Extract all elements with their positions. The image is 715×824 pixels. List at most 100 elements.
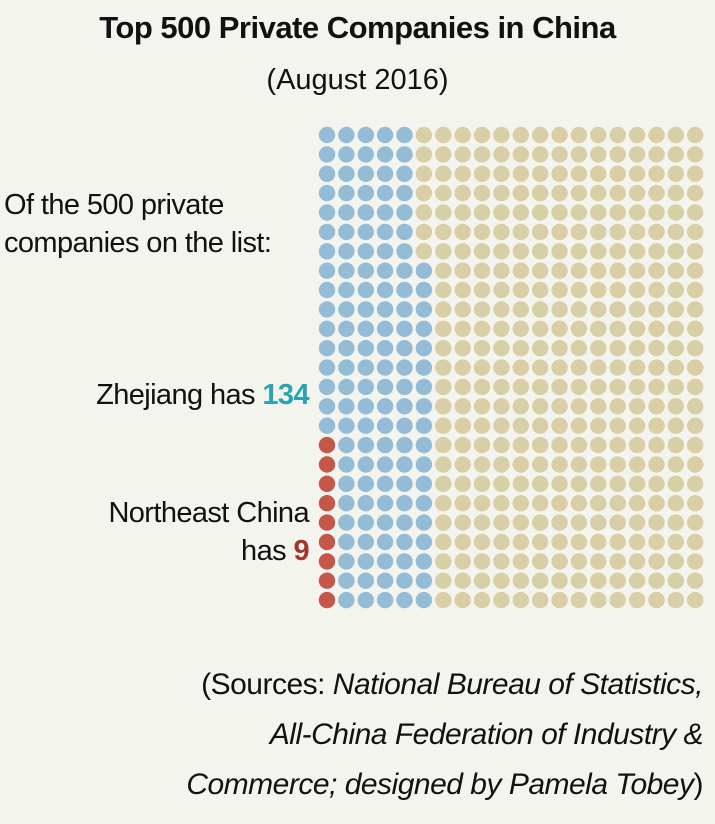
dot-other	[473, 146, 491, 163]
dot-other	[551, 436, 568, 454]
dot-other	[454, 262, 471, 279]
dot-other	[435, 572, 452, 589]
dot-zhejiang	[318, 301, 336, 318]
dot-other	[609, 359, 626, 376]
dot-other	[532, 591, 549, 609]
dot-other	[454, 475, 471, 492]
dot-other	[628, 514, 646, 531]
dot-zhejiang	[396, 262, 413, 279]
dot-other	[648, 417, 665, 434]
dot-other	[454, 553, 471, 570]
dot-other	[687, 340, 704, 357]
dot-other	[415, 146, 433, 163]
dot-other	[687, 223, 704, 241]
dot-other	[435, 436, 452, 454]
dot-other	[473, 165, 491, 182]
dot-other	[648, 495, 665, 512]
dot-zhejiang	[338, 378, 355, 396]
dot-zhejiang	[318, 165, 336, 182]
dot-other	[609, 456, 626, 473]
dot-other	[570, 340, 588, 357]
dot-other	[687, 204, 704, 221]
dot-other	[667, 495, 684, 512]
dot-zhejiang	[318, 223, 336, 241]
dot-other	[570, 436, 588, 454]
dot-other	[512, 436, 529, 454]
dot-zhejiang	[357, 359, 374, 376]
dot-other	[628, 204, 646, 221]
dot-other	[512, 204, 529, 221]
dot-other	[532, 456, 549, 473]
dot-other	[667, 456, 684, 473]
dot-other	[570, 514, 588, 531]
sources-italic-1: National Bureau of Statistics,	[332, 668, 704, 701]
dot-other	[551, 359, 568, 376]
dot-other	[667, 572, 684, 589]
northeast-label: Northeast China has 9	[108, 494, 309, 570]
dot-other	[609, 223, 626, 241]
dot-other	[590, 533, 607, 551]
dot-other	[628, 126, 646, 144]
dot-other	[648, 436, 665, 454]
dot-other	[435, 475, 452, 492]
dot-other	[551, 398, 568, 415]
dot-zhejiang	[396, 436, 413, 454]
dot-other	[551, 126, 568, 144]
dot-zhejiang	[415, 417, 433, 434]
dot-other	[532, 475, 549, 492]
dot-other	[590, 436, 607, 454]
dot-other	[570, 398, 588, 415]
dot-other	[570, 359, 588, 376]
dot-other	[512, 262, 529, 279]
dot-other	[551, 514, 568, 531]
dot-other	[609, 165, 626, 182]
dot-other	[454, 514, 471, 531]
dot-other	[512, 340, 529, 357]
dot-other	[435, 126, 452, 144]
dot-other	[570, 146, 588, 163]
dot-zhejiang	[415, 301, 433, 318]
dot-other	[570, 281, 588, 299]
northeast-label-line-1: Northeast China	[108, 497, 309, 529]
dot-other	[609, 533, 626, 551]
dot-other	[532, 262, 549, 279]
dot-zhejiang	[376, 436, 394, 454]
dot-other	[687, 359, 704, 376]
dot-other	[628, 165, 646, 182]
dot-other	[512, 495, 529, 512]
dot-other	[590, 417, 607, 434]
dot-zhejiang	[318, 359, 336, 376]
dot-other	[551, 223, 568, 241]
dot-other	[609, 320, 626, 337]
dot-other	[667, 514, 684, 531]
dot-zhejiang	[376, 320, 394, 337]
dot-zhejiang	[357, 456, 374, 473]
dot-other	[551, 591, 568, 609]
dot-other	[415, 126, 433, 144]
dot-other	[628, 243, 646, 260]
dot-zhejiang	[415, 475, 433, 492]
dot-other	[532, 495, 549, 512]
dot-other	[570, 184, 588, 202]
dot-zhejiang	[318, 398, 336, 415]
sources-line-2: All-China Federation of Industry &	[63, 710, 704, 760]
dot-zhejiang	[396, 301, 413, 318]
dot-other	[570, 533, 588, 551]
dot-other	[435, 223, 452, 241]
dot-other	[648, 146, 665, 163]
dot-other	[454, 495, 471, 512]
dot-zhejiang	[396, 495, 413, 512]
dot-other	[648, 184, 665, 202]
dot-other	[667, 436, 684, 454]
dot-zhejiang	[318, 243, 336, 260]
dot-zhejiang	[376, 243, 394, 260]
dot-other	[512, 533, 529, 551]
dot-other	[512, 572, 529, 589]
dot-other	[667, 165, 684, 182]
dot-other	[512, 223, 529, 241]
dot-other	[609, 146, 626, 163]
dot-other	[473, 436, 491, 454]
dot-other	[512, 475, 529, 492]
dot-other	[435, 204, 452, 221]
dot-zhejiang	[396, 359, 413, 376]
